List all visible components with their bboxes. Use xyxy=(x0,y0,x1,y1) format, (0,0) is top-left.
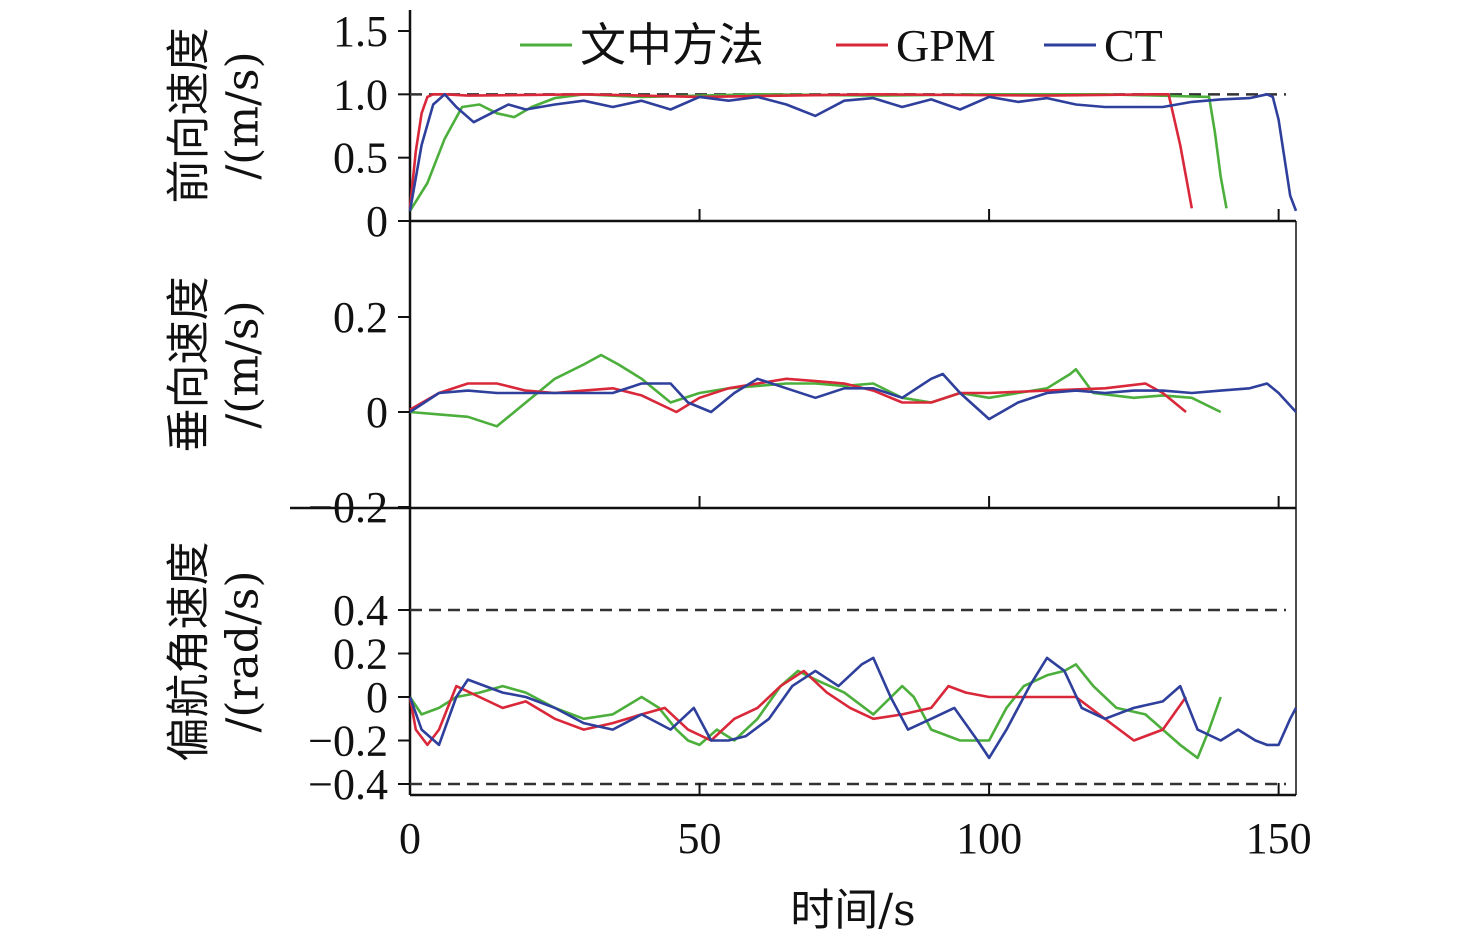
y-tick-label: −0.2 xyxy=(308,483,388,532)
y-axis-label: 偏航角速度 xyxy=(164,542,215,762)
series-line-forward xyxy=(408,93,1228,212)
series-line-vertical xyxy=(409,377,1187,414)
axes-frame xyxy=(290,10,1297,797)
y-tick-label: 0.2 xyxy=(333,293,388,342)
x-tick-label: 50 xyxy=(678,814,722,863)
y-tick-label: 1.0 xyxy=(333,70,388,119)
y-axis-label: 垂向速度 xyxy=(164,277,215,453)
y-tick-label: 0 xyxy=(366,673,388,722)
x-axis-label: 时间/s xyxy=(790,885,915,936)
series-line-forward xyxy=(408,93,1194,209)
y-tick-label: 0 xyxy=(366,388,388,437)
series-line-vertical xyxy=(409,353,1222,428)
y-tick-label: −0.2 xyxy=(308,717,388,766)
y-tick-label: 1.5 xyxy=(333,7,388,56)
legend-label: CT xyxy=(1104,20,1163,71)
y-axis-label: /(rad/s) xyxy=(218,571,269,733)
legend-label: GPM xyxy=(896,20,996,71)
x-tick-label: 100 xyxy=(956,814,1022,863)
series-line-vertical xyxy=(409,372,1297,421)
y-tick-label: 0.5 xyxy=(333,134,388,183)
y-axis-label: 前向速度 xyxy=(164,28,215,204)
y-axis-label: /(m/s) xyxy=(218,51,269,179)
x-tick-label: 150 xyxy=(1246,814,1312,863)
legend-label: 文中方法 xyxy=(580,20,764,71)
reference-lines xyxy=(410,93,1286,786)
series-line-yaw xyxy=(408,669,1188,747)
series-line-forward xyxy=(408,93,1298,212)
y-tick-label: 0.2 xyxy=(333,630,388,679)
legend: 文中方法 GPM CT xyxy=(520,20,1163,71)
y-tick-label: 0.4 xyxy=(333,586,388,635)
y-tick-label: 0 xyxy=(366,197,388,246)
y-tick-label: −0.4 xyxy=(308,760,388,809)
ticks xyxy=(398,30,1280,795)
series-line-yaw xyxy=(408,656,1298,760)
x-tick-label: 0 xyxy=(399,814,421,863)
axis-labels: 0 50 100 150时间/s00.51.01.5前向速度/(m/s)−0.200.… xyxy=(164,7,1312,936)
series-lines xyxy=(408,93,1298,760)
series-line-yaw xyxy=(408,663,1222,760)
y-axis-label: /(m/s) xyxy=(218,300,269,428)
